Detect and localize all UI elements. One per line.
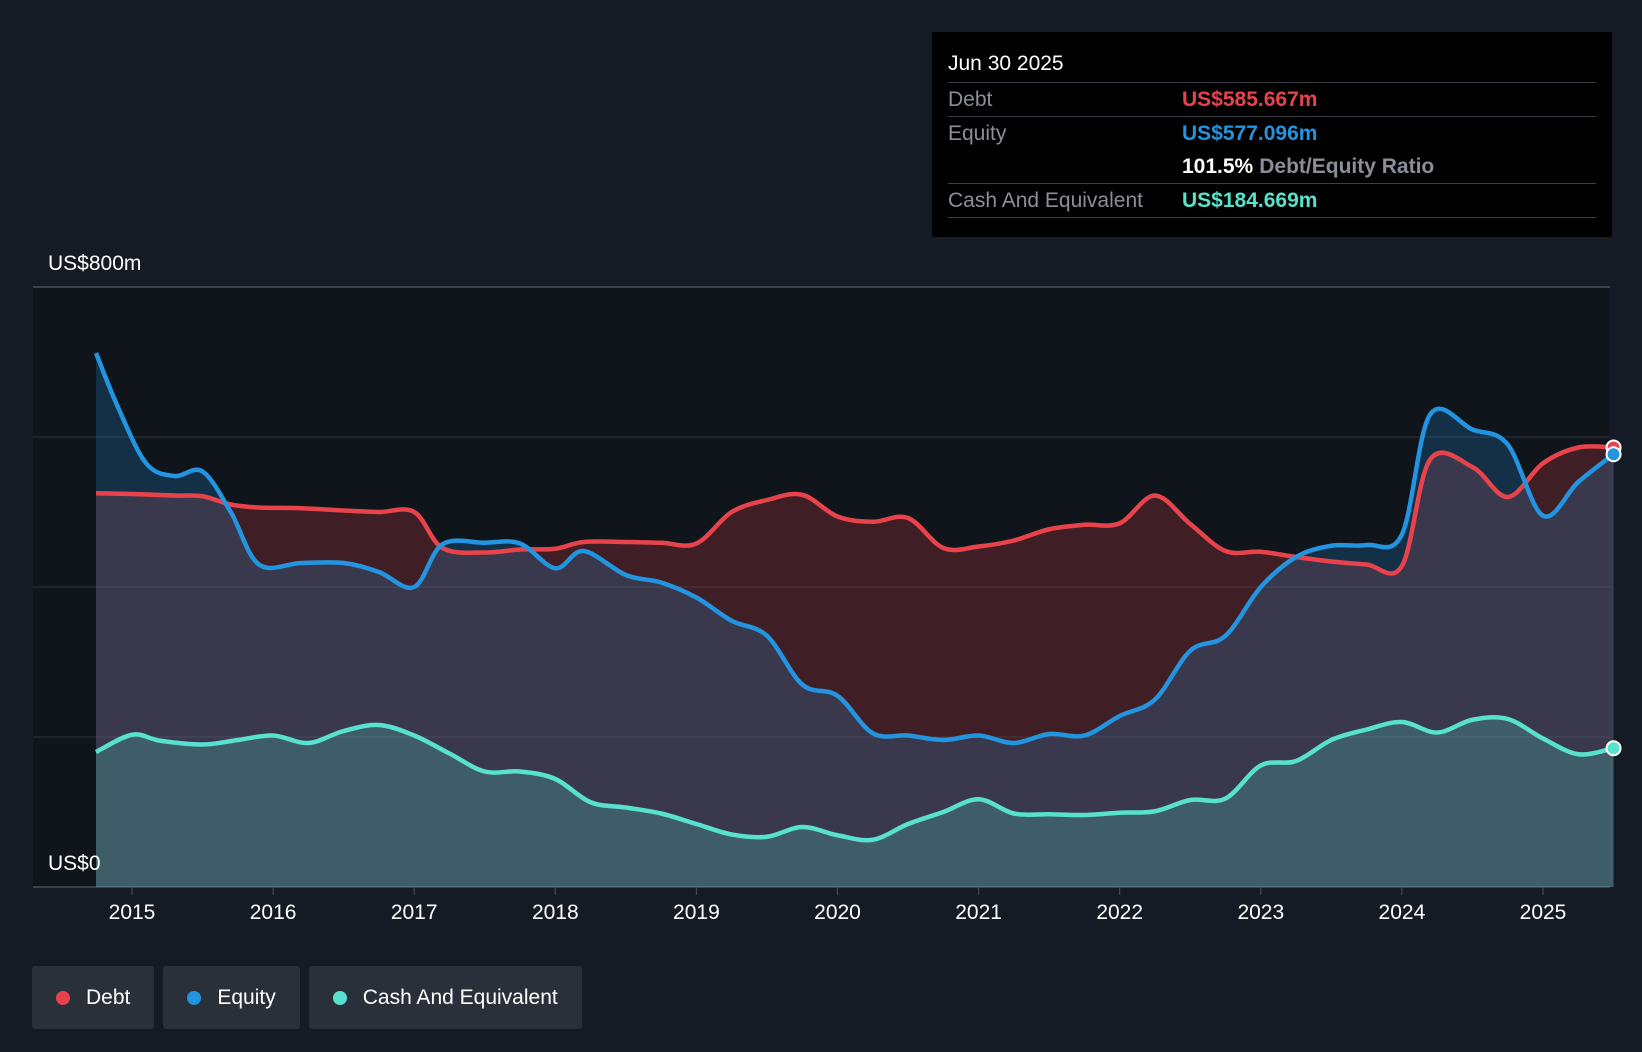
series-areas: [96, 353, 1614, 887]
legend-item-equity[interactable]: Equity: [163, 966, 300, 1029]
tooltip-equity-label: Equity: [948, 122, 1007, 145]
tooltip-debt-value: US$585.667m: [1182, 88, 1318, 111]
legend-label-debt: Debt: [86, 985, 131, 1009]
x-tick-label-2024: 2024: [1379, 901, 1426, 924]
debt-area: [96, 446, 1614, 887]
x-tick-label-2025: 2025: [1520, 901, 1567, 924]
x-tick-label-2021: 2021: [955, 901, 1002, 924]
x-tick-label-2022: 2022: [1096, 901, 1143, 924]
x-tick-label-2023: 2023: [1237, 901, 1284, 924]
legend-item-cash[interactable]: Cash And Equivalent: [308, 966, 582, 1029]
tooltip-cash-row: Cash And Equivalent US$184.669m: [948, 184, 1596, 218]
legend-dot-cash: [332, 990, 347, 1005]
cash-and-equivalent-area: [96, 717, 1614, 887]
legend-label-cash: Cash And Equivalent: [362, 985, 558, 1009]
cash-and-equivalent-line: [94, 715, 1615, 843]
tooltip-equity-value: US$577.096m: [1182, 122, 1318, 145]
tooltip-panel: Jun 30 2025 Debt US$585.667m Equity US$5…: [932, 32, 1612, 237]
equity-line: [93, 352, 1615, 746]
x-tick-label-2019: 2019: [673, 901, 720, 924]
x-tick-label-2017: 2017: [391, 901, 438, 924]
x-tick-label-2020: 2020: [814, 901, 861, 924]
series-lines: [93, 352, 1615, 843]
x-tick-label-2018: 2018: [532, 901, 579, 924]
tooltip-debt-label: Debt: [948, 88, 993, 111]
debt-line: [95, 444, 1614, 576]
grid-lines: [33, 286, 1610, 888]
legend-dot-debt: [56, 990, 70, 1005]
tooltip-cash-value: US$184.669m: [1182, 189, 1318, 212]
legend-dot-equity: [187, 990, 202, 1005]
y-axis-bottom-label: US$0: [48, 852, 101, 875]
x-tick-label-2016: 2016: [250, 901, 297, 924]
y-axis-top-label: US$800m: [48, 252, 141, 275]
tooltip-ratio-row: 101.5% Debt/Equity Ratio: [948, 150, 1596, 184]
equity-endpoint: [1605, 446, 1622, 463]
tooltip-ratio-label: Debt/Equity Ratio: [1259, 155, 1435, 178]
tooltip-ratio-value: 101.5%: [1182, 155, 1254, 178]
x-axis-ticks: 2015 2016 2017 2018 2019 2020 2021 2022 2023 2024…: [109, 887, 1567, 924]
legend-label-equity: Equity: [217, 985, 276, 1009]
chart-legend: Debt Equity Cash And Equivalent: [32, 966, 582, 1029]
tooltip-cash-label: Cash And Equivalent: [948, 189, 1143, 212]
cash-and-equivalent-endpoint: [1605, 740, 1622, 757]
series-endpoints: [1605, 439, 1622, 757]
tooltip-date: Jun 30 2025: [948, 46, 1596, 83]
x-tick-label-2015: 2015: [109, 901, 156, 924]
legend-item-debt[interactable]: Debt: [32, 966, 155, 1029]
equity-area: [96, 353, 1614, 887]
tooltip-debt-row: Debt US$585.667m: [948, 83, 1596, 117]
tooltip-equity-row: Equity US$577.096m: [948, 117, 1596, 150]
